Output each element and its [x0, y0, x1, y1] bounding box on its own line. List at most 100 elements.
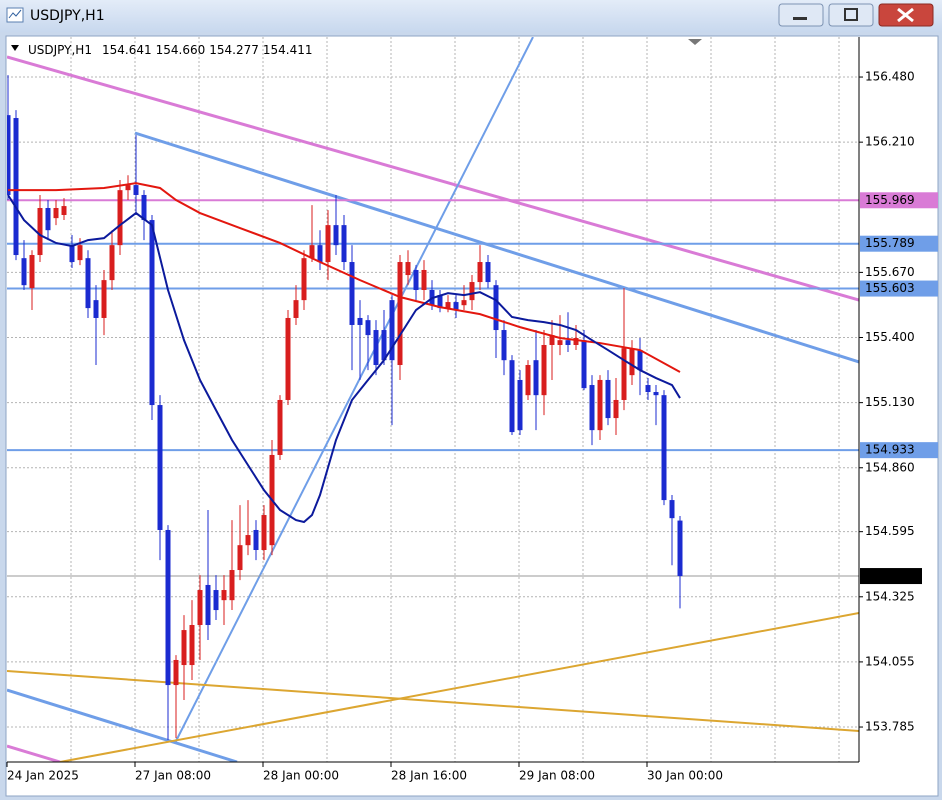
- candle-body: [141, 194, 147, 221]
- candle-body: [573, 337, 579, 345]
- candle-body: [437, 295, 443, 309]
- minimize-button[interactable]: [778, 3, 824, 27]
- candle-body: [205, 584, 211, 626]
- y-tick-label: 153.785: [865, 720, 915, 734]
- y-tick-label: 154.860: [865, 460, 915, 474]
- level-label-box: [860, 280, 938, 297]
- trendline: [59, 612, 859, 762]
- candle-body: [629, 348, 635, 376]
- moving-average: [7, 194, 681, 524]
- trendline: [7, 688, 238, 762]
- candle-body: [45, 207, 51, 231]
- candle-body: [669, 500, 675, 519]
- candle-body: [149, 220, 155, 406]
- last-price-box: [860, 568, 922, 585]
- candle-body: [221, 590, 227, 601]
- y-tick-label: 155.400: [865, 330, 915, 344]
- chart-header: USDJPY,H1 154.641 154.660 154.277 154.411: [28, 43, 312, 57]
- candle-body: [341, 225, 347, 263]
- trendline: [7, 670, 859, 732]
- candle-body: [93, 300, 99, 318]
- candle-body: [261, 515, 267, 550]
- candle-body: [533, 360, 539, 396]
- y-tick-label: 155.130: [865, 395, 915, 409]
- candle-body: [125, 185, 131, 191]
- candle-body: [365, 320, 371, 336]
- candle-body: [389, 300, 395, 361]
- y-tick-label: 154.325: [865, 589, 915, 603]
- x-tick-label: 27 Jan 08:00: [135, 769, 211, 783]
- trendline: [134, 131, 859, 364]
- candle-body: [101, 280, 107, 318]
- drawn-objects: [7, 37, 859, 762]
- candle-body: [445, 302, 451, 309]
- candle-body: [37, 207, 43, 256]
- candle-body: [277, 399, 283, 455]
- level-label-box: [860, 442, 938, 459]
- candle-body: [317, 245, 323, 263]
- y-tick-label: 155.670: [865, 265, 915, 279]
- quote-low: 154.277: [209, 43, 259, 57]
- candle-body: [661, 395, 667, 501]
- x-tick-label: 30 Jan 00:00: [647, 769, 723, 783]
- candle-body: [7, 115, 11, 195]
- candle-body: [325, 225, 331, 263]
- level-label: 155.603: [865, 281, 915, 295]
- moving-average: [8, 182, 681, 373]
- candle-body: [469, 282, 475, 301]
- candle-body: [509, 360, 515, 433]
- quote-close: 154.411: [263, 43, 313, 57]
- window-title: USDJPY,H1: [30, 8, 105, 24]
- candle-body: [581, 340, 587, 389]
- y-tick-label: 154.595: [865, 524, 915, 538]
- candle-body: [381, 330, 387, 361]
- level-label-box: [860, 192, 938, 209]
- candle-body: [21, 258, 27, 286]
- candle-body: [597, 379, 603, 431]
- quote-high: 154.660: [156, 43, 206, 57]
- candle-body: [309, 245, 315, 259]
- candle-body: [253, 529, 259, 550]
- x-tick-label: 24 Jan 2025: [7, 769, 79, 783]
- candle-body: [493, 285, 499, 331]
- candle-body: [53, 207, 59, 219]
- quote-open: 154.641: [102, 43, 152, 57]
- candle-body: [213, 590, 219, 611]
- candle-body: [549, 335, 555, 345]
- candle-body: [525, 365, 531, 396]
- candle-body: [85, 258, 91, 309]
- candle-body: [61, 206, 67, 215]
- chart-panel: [5, 35, 939, 797]
- y-tick-label: 156.480: [865, 70, 915, 84]
- candle-body: [229, 570, 235, 601]
- x-tick-label: 29 Jan 08:00: [519, 769, 595, 783]
- candle-body: [165, 529, 171, 686]
- candle-body: [461, 300, 467, 306]
- level-label: 155.789: [865, 236, 915, 250]
- candle-body: [541, 344, 547, 396]
- candle-body: [613, 399, 619, 419]
- x-tick-label: 28 Jan 00:00: [263, 769, 339, 783]
- candle-body: [677, 520, 683, 577]
- trendline: [174, 37, 534, 744]
- candle-body: [621, 348, 627, 400]
- candle-body: [13, 118, 19, 256]
- trendline: [7, 55, 859, 302]
- candle-body: [245, 535, 251, 546]
- candle-body: [605, 379, 611, 419]
- candle-body: [557, 340, 563, 345]
- app-icon: [6, 7, 24, 23]
- candle-body: [653, 392, 659, 396]
- maximize-button[interactable]: [828, 3, 874, 27]
- level-label: 154.933: [865, 443, 915, 457]
- y-tick-label: 154.055: [865, 654, 915, 668]
- candle-body: [501, 330, 507, 361]
- candle-body: [349, 262, 355, 325]
- close-button[interactable]: [878, 3, 934, 27]
- candle-body: [413, 269, 419, 291]
- candle-body: [485, 262, 491, 283]
- candle-body: [109, 245, 115, 281]
- candle-body: [421, 269, 427, 291]
- candle-body: [357, 317, 363, 325]
